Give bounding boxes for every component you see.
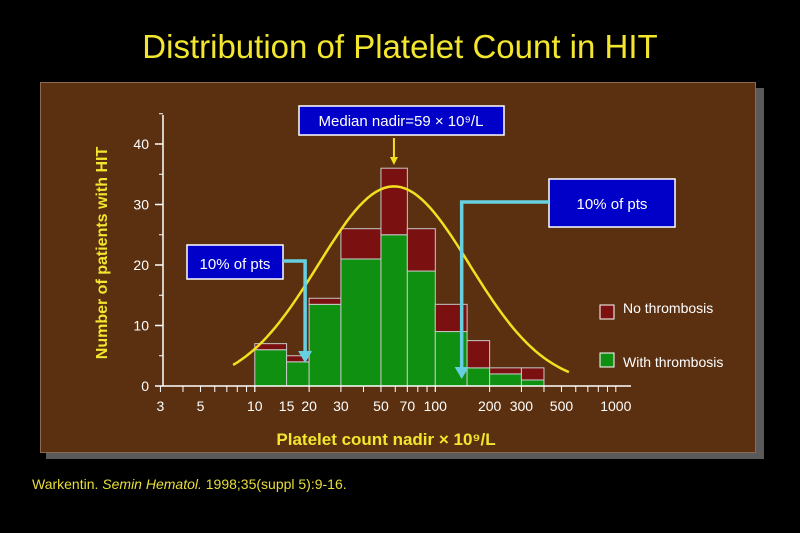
median-arrow-head bbox=[389, 157, 398, 165]
bar-no-thrombosis bbox=[466, 340, 491, 369]
citation-journal: Semin Hematol. bbox=[102, 476, 202, 492]
legend-swatch-no-thrombosis bbox=[599, 304, 615, 320]
bar-with-thrombosis bbox=[340, 258, 382, 387]
x-tick-label: 50 bbox=[373, 398, 389, 414]
x-tick-label: 100 bbox=[424, 398, 448, 414]
histogram-chart: 0 10 20 30 40 3 5 10 15 20 30 50 70 100 200 300 500 1000 P… bbox=[94, 105, 723, 449]
legend-label-no-thrombosis: No thrombosis bbox=[623, 300, 713, 316]
bar-no-thrombosis bbox=[489, 367, 522, 375]
bar-with-thrombosis bbox=[254, 349, 288, 387]
citation-details: 1998;35(suppl 5):9-16. bbox=[205, 476, 347, 492]
left-callout-text: 10% of pts bbox=[200, 256, 271, 273]
bar-with-thrombosis bbox=[520, 379, 545, 387]
y-tick-label: 0 bbox=[141, 378, 149, 394]
slide-title: Distribution of Platelet Count in HIT bbox=[142, 28, 658, 65]
bar-no-thrombosis bbox=[340, 228, 382, 260]
median-callout-text: Median nadir=59 × 10⁹/L bbox=[319, 113, 484, 130]
bar-no-thrombosis bbox=[380, 167, 408, 236]
normal-curve bbox=[232, 185, 570, 374]
bar-with-thrombosis bbox=[406, 270, 436, 387]
left-callout-arrow bbox=[283, 259, 307, 355]
x-tick-label: 70 bbox=[400, 398, 416, 414]
bar-with-thrombosis bbox=[466, 367, 491, 387]
x-tick-label: 300 bbox=[510, 398, 534, 414]
x-tick-label: 10 bbox=[247, 398, 263, 414]
median-callout-box bbox=[298, 105, 505, 136]
x-tick-label: 500 bbox=[550, 398, 574, 414]
y-axis-label: Number of patients with HIT bbox=[94, 147, 111, 360]
citation: Warkentin. Semin Hematol. 1998;35(suppl … bbox=[32, 476, 347, 492]
y-tick-label: 10 bbox=[133, 318, 149, 334]
bar-with-thrombosis bbox=[380, 234, 408, 387]
x-tick-label: 5 bbox=[197, 398, 205, 414]
right-callout-text: 10% of pts bbox=[577, 196, 648, 213]
right-callout-box bbox=[548, 178, 676, 228]
bar-no-thrombosis bbox=[520, 367, 545, 381]
right-callout-arrow bbox=[459, 200, 549, 371]
y-tick-label: 30 bbox=[133, 197, 149, 213]
bar-no-thrombosis bbox=[406, 228, 436, 272]
bar-no-thrombosis bbox=[254, 343, 288, 351]
citation-author: Warkentin. bbox=[32, 476, 99, 492]
legend-swatch-with-thrombosis bbox=[599, 352, 615, 368]
y-tick-label: 40 bbox=[133, 136, 149, 152]
bar-with-thrombosis bbox=[489, 373, 522, 387]
x-tick-label: 200 bbox=[478, 398, 502, 414]
x-tick-label: 20 bbox=[301, 398, 317, 414]
left-callout-arrowhead bbox=[298, 351, 313, 363]
x-axis-label: Platelet count nadir × 10⁹/L bbox=[276, 430, 495, 449]
bar-with-thrombosis bbox=[286, 361, 310, 387]
bar-no-thrombosis bbox=[308, 297, 342, 305]
x-tick-label: 3 bbox=[157, 398, 165, 414]
bar-with-thrombosis bbox=[308, 303, 342, 387]
chart-panel: 0 10 20 30 40 3 5 10 15 20 30 50 70 100 200 300 500 1000 P… bbox=[40, 82, 756, 453]
x-tick-label: 15 bbox=[279, 398, 295, 414]
y-tick-label: 20 bbox=[133, 257, 149, 273]
x-tick-label: 1000 bbox=[600, 398, 631, 414]
x-tick-label: 30 bbox=[333, 398, 349, 414]
legend-label-with-thrombosis: With thrombosis bbox=[623, 354, 723, 370]
right-callout-arrowhead bbox=[454, 367, 469, 379]
